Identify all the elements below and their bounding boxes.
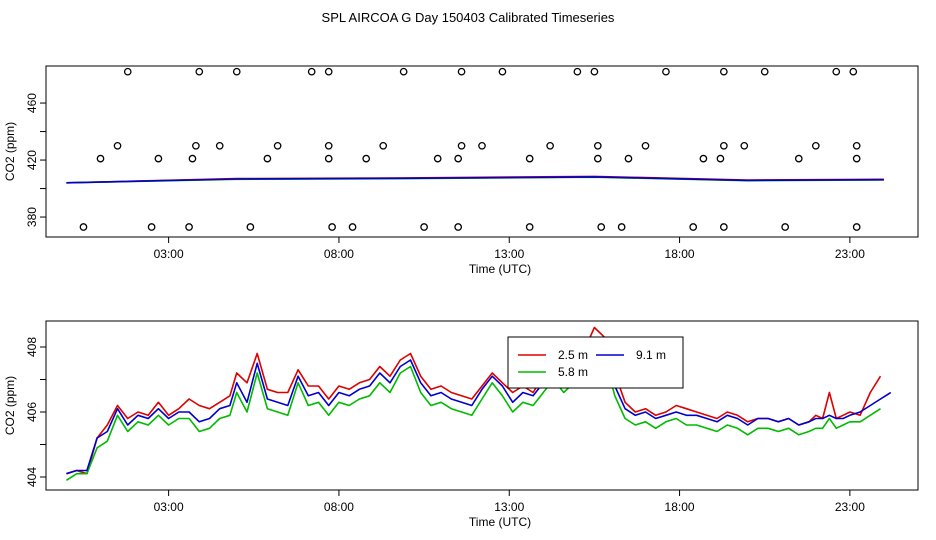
series-line-2-5-mm [66,326,882,475]
plot-frame [45,65,919,238]
outlier-point [624,154,633,163]
legend-box [507,336,684,389]
outlier-point [478,141,486,150]
outlier-point [154,154,163,163]
x-tick-label: 18:00 [665,500,695,514]
x-tick-label: 18:00 [665,247,695,261]
bottom-panel: 03:00 08:00 13:00 18:00 23:00 404 406 408 Time (… [3,320,919,529]
outlier-point [192,141,200,150]
outlier-point [324,67,333,76]
x-tick-label: 08:00 [324,247,354,261]
outlier-point [794,154,803,163]
y-tick-label: 408 [25,337,39,357]
x-tick-label: 13:00 [494,500,524,514]
y-axis-label: CO2 (ppm) [3,376,17,435]
outlier-point [740,141,749,150]
outlier-point [689,223,698,231]
y-tick-label: 460 [25,93,39,113]
x-tick-label: 23:00 [835,500,865,514]
outlier-point [123,67,132,76]
top-panel: 03:00 08:00 13:00 18:00 23:00 380 420 460 Time (… [3,65,919,276]
outlier-point [593,154,602,163]
outlier-point [246,223,255,231]
outlier-point [832,67,841,76]
series-line-9-1-mm [66,176,884,184]
outlier-point [852,141,861,150]
x-tick-label: 23:00 [835,247,865,261]
outlier-point [525,154,534,163]
x-tick-label: 13:00 [494,247,524,261]
outlier-point [719,141,728,150]
outlier-point [324,141,333,150]
outlier-point [719,67,728,76]
y-tick-label: 420 [25,150,39,170]
legend: 2.5 m 5.8 m 9.1 m [507,336,684,389]
outlier-point [348,223,357,231]
x-axis-label: Time (UTC) [469,515,531,529]
outlier-point [454,223,463,231]
outlier-point [546,141,554,150]
outlier-point [147,223,156,231]
outlier-point [454,154,463,163]
outlier-point [699,154,708,163]
x-tick-label: 03:00 [154,247,184,261]
outlier-point [662,67,670,76]
outlier-point [525,223,534,231]
y-tick-label: 406 [25,402,39,422]
outlier-point [188,154,197,163]
outlier-point [573,67,582,76]
outlier-point [79,223,88,231]
outlier-point [852,154,861,163]
outlier-point [849,67,858,76]
outlier-point [324,154,333,163]
x-tick-label: 08:00 [324,500,354,514]
outlier-point [215,141,224,150]
series-line-5-8-mm [65,342,881,481]
y-axis-label: CO2 (ppm) [3,122,17,181]
outlier-point [760,67,769,76]
outlier-point [457,141,466,150]
outlier-point [113,141,122,150]
outlier-point [457,67,466,76]
outlier-point [593,141,602,150]
outlier-point [195,67,204,76]
chart-title: SPL AIRCOA G Day 150403 Calibrated Times… [322,10,615,25]
outlier-point [852,223,861,231]
outlier-point [420,223,428,231]
outlier-point [307,67,316,76]
legend-label: 9.1 m [636,348,666,362]
outlier-point [328,223,336,231]
outlier-point [641,141,650,150]
outlier-point [781,223,790,231]
x-axis-label: Time (UTC) [469,262,531,276]
series-line-9-1-mm [66,339,892,475]
outlier-point [379,141,388,150]
outlier-point [498,67,507,76]
outlier-point [716,154,725,163]
outlier-point [263,154,272,163]
outlier-point [617,223,626,231]
plot-frame [45,320,919,491]
outlier-point [597,223,606,231]
outlier-point [399,67,408,76]
outlier-point [96,154,105,163]
legend-label: 5.8 m [558,365,588,379]
outlier-point [362,154,371,163]
x-tick-label: 03:00 [154,500,184,514]
outlier-point [433,154,442,163]
outlier-point [273,141,282,150]
outlier-point [590,67,599,76]
y-tick-label: 380 [25,207,39,227]
outlier-point [232,67,241,76]
legend-label: 2.5 m [558,348,588,362]
outlier-point [185,223,193,231]
outlier-point [719,223,728,231]
outlier-point [811,141,820,150]
y-tick-label: 404 [25,467,39,487]
